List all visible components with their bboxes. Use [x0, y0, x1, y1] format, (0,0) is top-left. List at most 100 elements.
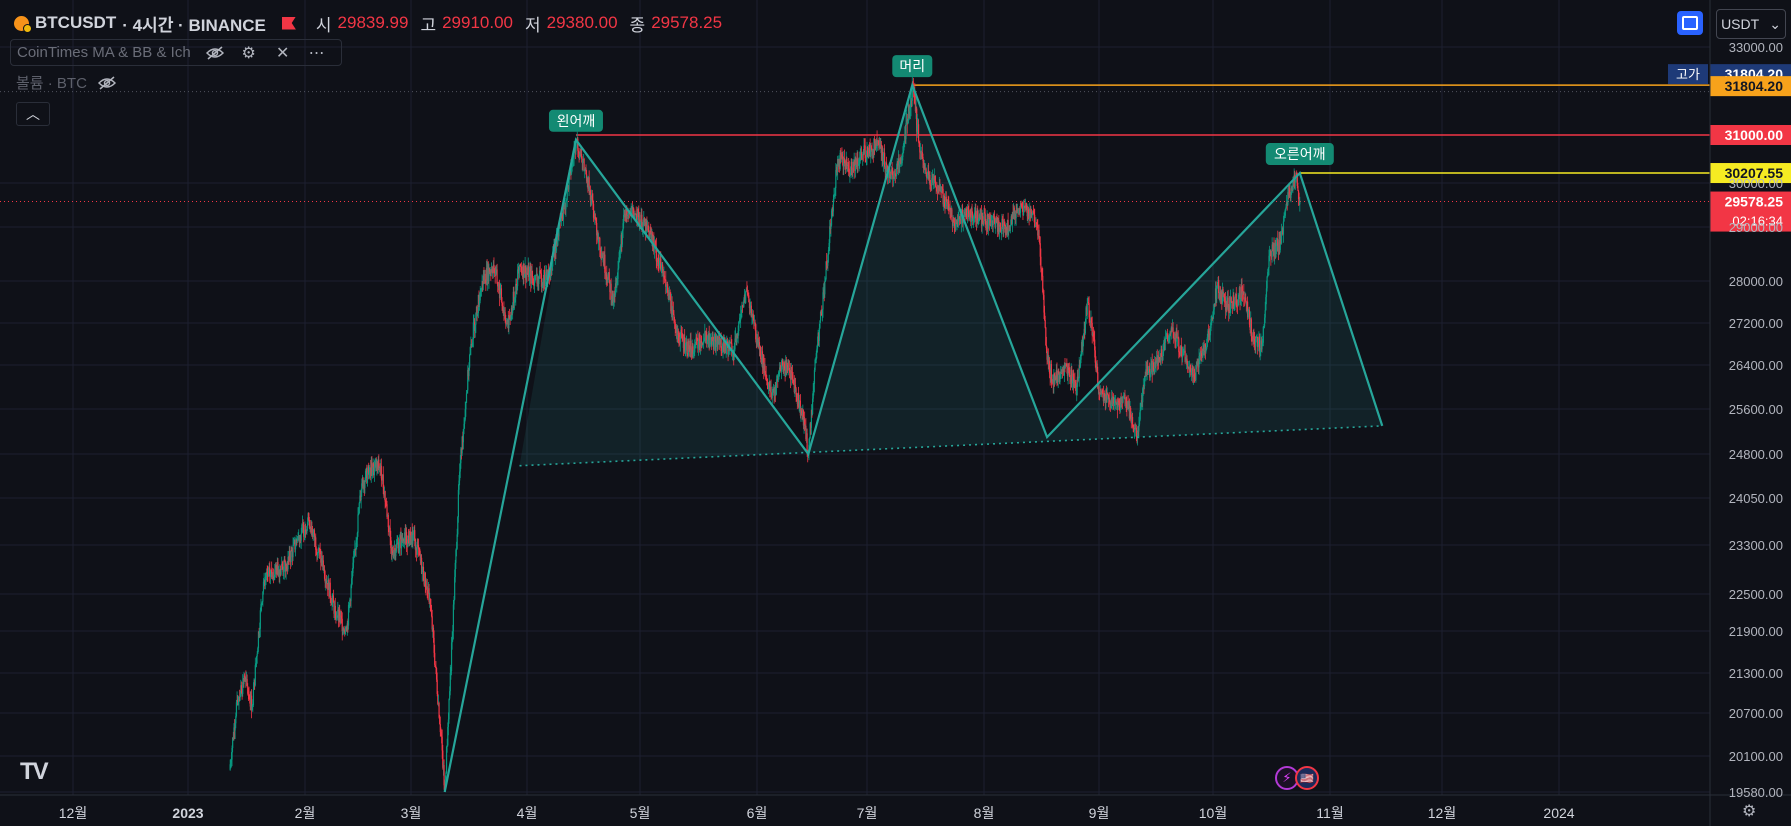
candle-body: [290, 550, 292, 563]
candle-body: [461, 436, 463, 454]
candle-body: [249, 699, 251, 700]
candle-body: [1224, 300, 1227, 311]
settings-icon[interactable]: ⚙: [1742, 803, 1757, 820]
interval-exchange[interactable]: · 4시간 · BINANCE: [122, 15, 266, 35]
candle-body: [1287, 192, 1290, 197]
candle-body: [1026, 207, 1028, 209]
indicator-legend[interactable]: CoinTimes MA & BB & Ich ⚙ ✕ ⋯: [10, 39, 342, 66]
candle-body: [968, 213, 971, 220]
candle-body: [614, 283, 617, 295]
candle-body: [386, 504, 388, 517]
candle-body: [694, 343, 696, 346]
candle-body: [1005, 227, 1007, 236]
candle-body: [522, 263, 524, 278]
candle-body: [1150, 360, 1153, 364]
candle-body: [1035, 222, 1037, 227]
currency-select[interactable]: USDT ⌄: [1716, 9, 1786, 39]
candle-body: [731, 355, 734, 357]
candle-body: [283, 559, 285, 572]
candle-body: [582, 159, 584, 164]
candle-body: [353, 549, 355, 558]
candle-body: [1231, 301, 1233, 303]
candle-body: [911, 85, 913, 101]
pattern-zigzag[interactable]: [443, 81, 1384, 793]
candle-body: [697, 343, 700, 349]
volume-legend[interactable]: 볼륨 · BTC: [16, 72, 117, 93]
candle-body: [519, 264, 521, 266]
pattern-label[interactable]: 왼어깨: [557, 114, 596, 130]
candle-body: [692, 346, 694, 354]
candle-body: [701, 342, 703, 346]
candle-body: [354, 548, 356, 550]
candle-body: [1096, 363, 1098, 373]
candle-body: [599, 238, 601, 251]
candle-body: [1235, 293, 1237, 305]
candle-body: [561, 211, 563, 219]
candle-body: [1077, 376, 1079, 380]
candle-body: [556, 235, 558, 246]
candle-body: [376, 461, 378, 470]
more-icon[interactable]: ⋯: [308, 44, 325, 62]
time-tick-label: 9월: [1089, 805, 1110, 821]
pattern-label[interactable]: 머리: [899, 59, 925, 75]
candle-body: [1005, 232, 1007, 236]
candle-body: [322, 560, 324, 571]
candle-body: [1039, 237, 1041, 244]
candle-body: [431, 616, 433, 630]
candle-body: [584, 168, 586, 171]
candle-body: [917, 124, 920, 142]
screenshot-button[interactable]: [1677, 11, 1703, 35]
gear-icon[interactable]: ⚙: [241, 44, 256, 62]
candle-body: [667, 292, 669, 299]
candle-body: [442, 750, 444, 768]
candle-body: [838, 159, 840, 167]
candle-body: [804, 419, 806, 426]
candle-body: [321, 558, 323, 566]
candle-body: [352, 557, 355, 563]
candle-body: [586, 178, 588, 182]
pattern-label[interactable]: 오른어깨: [1274, 147, 1326, 163]
candle-body: [650, 230, 652, 233]
collapse-button[interactable]: ︿: [16, 102, 50, 126]
candle-body: [819, 320, 821, 328]
symbol-name[interactable]: BTCUSDT: [35, 13, 117, 32]
candle-body: [788, 367, 790, 370]
candle-body: [362, 477, 364, 488]
candle-body: [489, 271, 491, 274]
candle-body: [496, 269, 498, 284]
candle-body: [587, 177, 590, 189]
candle-body: [928, 170, 930, 180]
price-tick-label: 24050.00: [1729, 491, 1783, 506]
candle-body: [1090, 317, 1092, 324]
symbol-header[interactable]: BTCUSDT · 4시간 · BINANCE 시 29839.99 고 29910…: [14, 10, 722, 36]
candle-body: [1270, 251, 1272, 257]
candle-body: [319, 550, 321, 553]
indicator-name[interactable]: CoinTimes MA & BB & Ich: [17, 44, 191, 61]
candle-body: [884, 166, 886, 173]
candle-body: [766, 378, 768, 380]
candle-body: [980, 212, 983, 227]
candle-body: [1138, 424, 1140, 432]
candle-body: [1173, 337, 1175, 339]
candle-body: [1131, 417, 1134, 427]
candle-body: [287, 556, 289, 570]
candle-body: [596, 231, 598, 236]
candle-body: [936, 187, 938, 192]
us-flag-icon[interactable]: 🇺🇸: [1295, 766, 1319, 790]
volume-name[interactable]: 볼륨 · BTC: [16, 75, 87, 92]
eye-hidden-icon[interactable]: [205, 43, 225, 63]
candle-body: [445, 746, 448, 773]
candle-body: [661, 264, 663, 269]
candle-body: [725, 346, 727, 351]
candle-body: [780, 364, 783, 371]
event-badges[interactable]: ⚡ 🇺🇸: [1275, 766, 1319, 790]
candle-body: [799, 400, 801, 416]
candle-body: [1197, 361, 1199, 364]
close-icon[interactable]: ✕: [275, 44, 290, 62]
candle-body: [955, 222, 957, 227]
eye-hidden-icon[interactable]: [97, 73, 117, 93]
candle-body: [815, 353, 817, 360]
tradingview-logo[interactable]: TV: [20, 758, 49, 785]
